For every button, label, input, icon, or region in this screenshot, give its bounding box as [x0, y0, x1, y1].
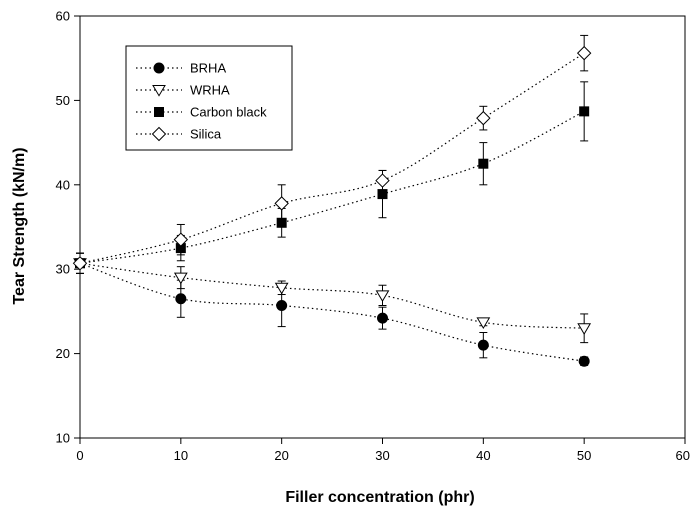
data-point	[578, 355, 590, 367]
y-axis: 10 20 30 40 50 60	[56, 9, 80, 446]
data-point	[276, 299, 288, 311]
data-point	[173, 272, 188, 285]
data-point	[72, 256, 88, 271]
data-point	[577, 323, 592, 335]
legend: BRHA WRHA Carbon black Silica	[125, 45, 293, 151]
series-brha	[74, 252, 590, 367]
series-line	[79, 262, 585, 362]
y-tick-label: 20	[56, 346, 70, 361]
series-silica	[72, 34, 592, 274]
data-point	[274, 282, 289, 295]
data-point	[476, 317, 491, 330]
series-layer	[72, 34, 592, 367]
x-tick-label: 10	[174, 448, 188, 463]
data-point	[274, 196, 289, 211]
legend-marker	[151, 126, 167, 142]
data-point	[375, 173, 390, 188]
legend-label: Silica	[190, 127, 222, 142]
data-point	[173, 232, 189, 247]
legend-label: WRHA	[190, 83, 230, 98]
x-tick-label: 60	[676, 448, 690, 463]
x-axis: 0 10 20 30 40 50 60	[76, 438, 690, 463]
legend-item: Carbon black	[136, 105, 267, 120]
data-point	[375, 290, 390, 303]
data-point	[478, 158, 489, 169]
y-tick-label: 50	[56, 93, 70, 108]
y-axis-label: Tear Strength (kN/m)	[11, 147, 28, 304]
legend-item: WRHA	[136, 83, 230, 98]
data-point	[579, 106, 590, 117]
x-tick-label: 20	[274, 448, 288, 463]
x-tick-label: 40	[476, 448, 490, 463]
y-tick-label: 10	[56, 431, 70, 446]
series-line	[79, 262, 585, 329]
data-point	[476, 110, 491, 126]
data-point	[576, 45, 592, 61]
x-tick-label: 50	[577, 448, 591, 463]
y-tick-label: 40	[56, 177, 70, 192]
data-point	[377, 312, 388, 324]
data-point	[477, 339, 489, 351]
series-line	[79, 110, 585, 264]
legend-label: Carbon black	[190, 105, 267, 120]
x-tick-label: 30	[375, 448, 389, 463]
series-line	[79, 52, 585, 264]
legend-label: BRHA	[190, 61, 226, 76]
data-point	[175, 293, 187, 305]
legend-marker	[152, 85, 166, 97]
legend-item: Silica	[136, 127, 222, 142]
y-tick-label: 60	[56, 9, 70, 24]
y-tick-label: 30	[56, 262, 70, 277]
series-wrha	[73, 252, 592, 344]
x-axis-label: Filler concentration (phr)	[285, 489, 474, 506]
legend-item: BRHA	[136, 61, 226, 76]
x-tick-label: 0	[76, 448, 83, 463]
legend-marker	[154, 107, 164, 117]
legend-marker	[153, 62, 165, 74]
